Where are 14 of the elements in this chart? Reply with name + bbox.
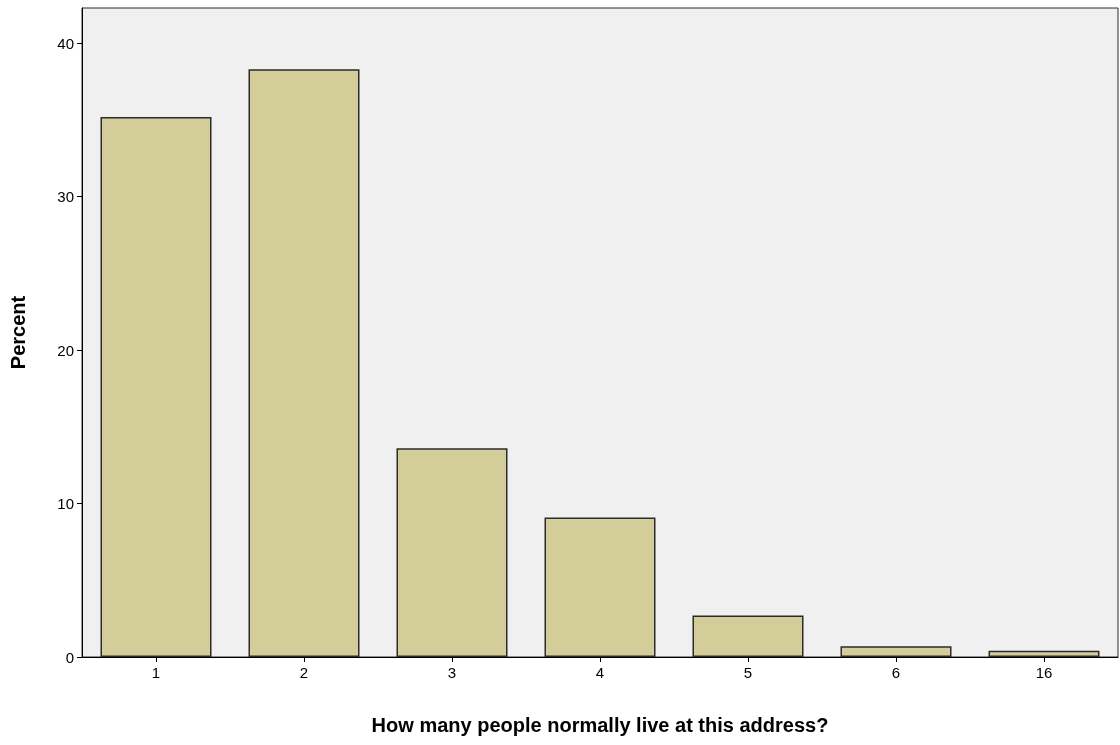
x-tick-label: 5 <box>743 664 753 681</box>
x-axis-title: How many people normally live at this address? <box>371 714 829 736</box>
x-tick-label: 4 <box>595 664 605 681</box>
y-tick-label: 40 <box>57 34 74 52</box>
y-tick-label: 10 <box>57 495 74 513</box>
x-tick-label: 2 <box>299 664 309 681</box>
y-tick-label: 30 <box>57 188 74 206</box>
x-tick-label: 16 <box>1035 664 1053 681</box>
x-tick-label: 6 <box>891 664 901 681</box>
y-axis-title: Percent <box>7 295 29 370</box>
y-tick-label: 20 <box>57 341 74 359</box>
y-tick-label: 0 <box>65 648 74 666</box>
x-tick-label: 1 <box>151 664 161 681</box>
x-tick-label: 3 <box>447 664 457 681</box>
